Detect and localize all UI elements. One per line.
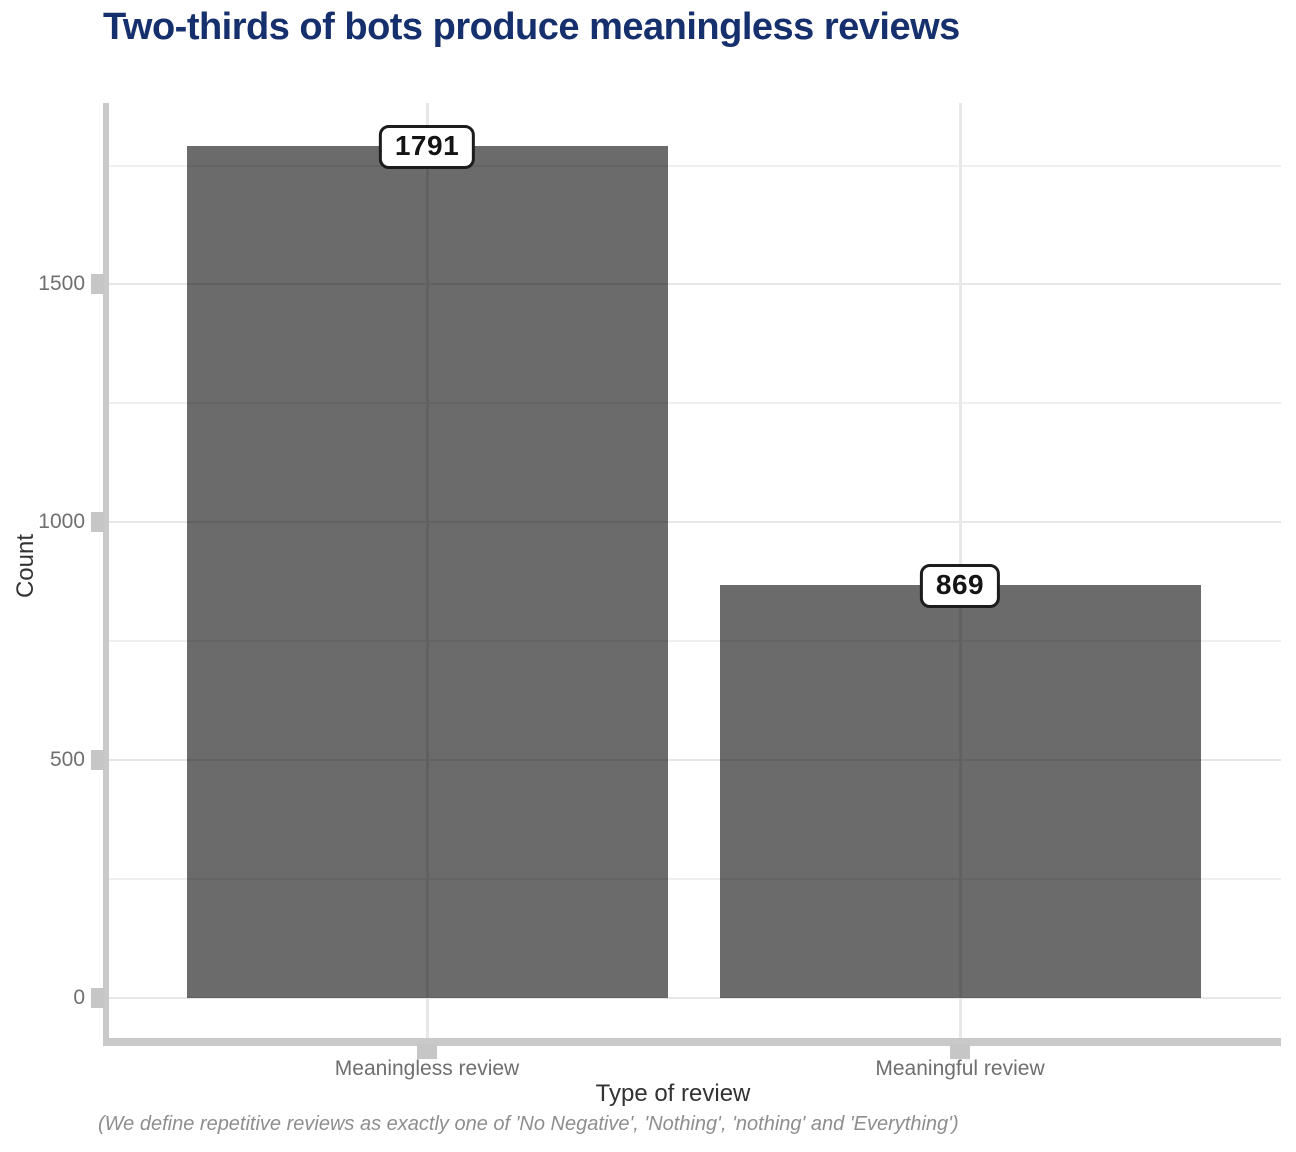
gridline-h-minor: [107, 402, 1281, 405]
x-axis-line: [103, 1038, 1281, 1046]
y-tick-mark: [91, 512, 104, 533]
gridline-h-minor: [107, 164, 1281, 167]
gridline-h-major: [107, 282, 1281, 286]
value-label: 869: [919, 563, 1001, 608]
y-tick-label: 500: [49, 748, 85, 772]
gridline-h-major: [107, 996, 1281, 999]
x-tick-mark: [950, 1044, 970, 1059]
value-label: 1791: [378, 125, 476, 169]
y-tick-label: 0: [73, 986, 85, 1009]
y-tick-mark: [91, 988, 104, 1008]
y-tick-label: 1500: [38, 272, 85, 296]
y-tick-mark: [91, 750, 104, 771]
gridline-h-minor: [107, 640, 1281, 643]
x-category-label: Meaningless review: [334, 1057, 520, 1080]
x-category-label: Meaningful review: [875, 1057, 1045, 1080]
x-axis-title: Type of review: [595, 1080, 751, 1107]
y-tick-label: 1000: [38, 510, 85, 534]
y-tick-mark: [91, 274, 104, 295]
gridline-h-major: [107, 758, 1281, 762]
gridline-h-minor: [107, 878, 1281, 881]
bar-meaningful-review: [719, 584, 1201, 998]
bar-meaningless-review: [186, 146, 668, 998]
y-axis-line: [103, 103, 109, 1046]
chart-caption: (We define repetitive reviews as exactly…: [98, 1113, 959, 1135]
x-tick-mark: [417, 1044, 437, 1059]
chart-title: Two-thirds of bots produce meaningless r…: [103, 6, 960, 48]
y-axis-title: Count: [12, 533, 39, 599]
gridline-h-major: [107, 520, 1281, 524]
